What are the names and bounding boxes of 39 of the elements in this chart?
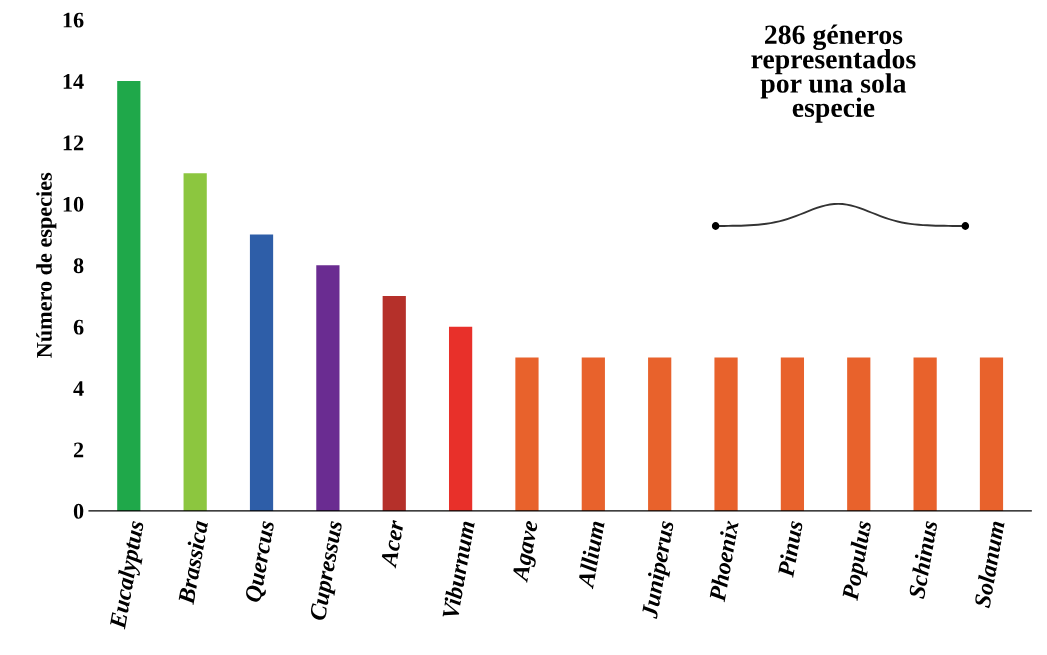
y-tick-label: 6 [73, 319, 84, 335]
x-tick-label: Juniperus [640, 519, 679, 620]
bar [979, 357, 1004, 511]
y-tick-label: 8 [73, 258, 84, 274]
y-tick-label: 2 [73, 442, 84, 458]
y-tick-label: 14 [63, 74, 84, 89]
y-tick-label: 4 [73, 381, 84, 396]
x-tick-label: Cupressus [309, 520, 348, 622]
x-tick-label: Allium [576, 520, 605, 590]
x-tick-label: Agave [511, 519, 543, 584]
bar [382, 295, 406, 511]
y-tick-label: 16 [63, 12, 84, 28]
bar [648, 357, 672, 511]
bar [316, 265, 340, 511]
bar [714, 357, 738, 511]
bar [448, 326, 473, 511]
bar [581, 357, 605, 511]
y-axis-title: Número de especies [36, 172, 57, 358]
bar [913, 357, 937, 511]
x-tick-label: Pinus [776, 519, 804, 578]
x-tick-label: Acer [380, 519, 405, 569]
x-tick-label: Phoenix [708, 519, 739, 603]
x-tick-label: Populus [841, 519, 877, 602]
bar [780, 357, 805, 511]
bar [117, 81, 141, 511]
y-tick-label: 0 [73, 503, 84, 519]
x-tick-label: Solanum [973, 520, 1005, 609]
x-tick-label: Brassica [177, 519, 209, 606]
x-tick-label: Schinus [907, 519, 938, 600]
bar [847, 357, 871, 511]
y-tick-label: 12 [63, 135, 84, 151]
x-tick-label: Eucalyptus [108, 519, 149, 631]
bar [515, 357, 539, 511]
x-tick-label: Quercus [244, 520, 278, 604]
annotation: 286 géneros representados por una sola especie [751, 24, 916, 123]
x-tick-label: Viburnum [441, 520, 476, 620]
bar [183, 173, 207, 511]
bar [249, 234, 274, 511]
y-tick-label: 10 [63, 196, 84, 212]
